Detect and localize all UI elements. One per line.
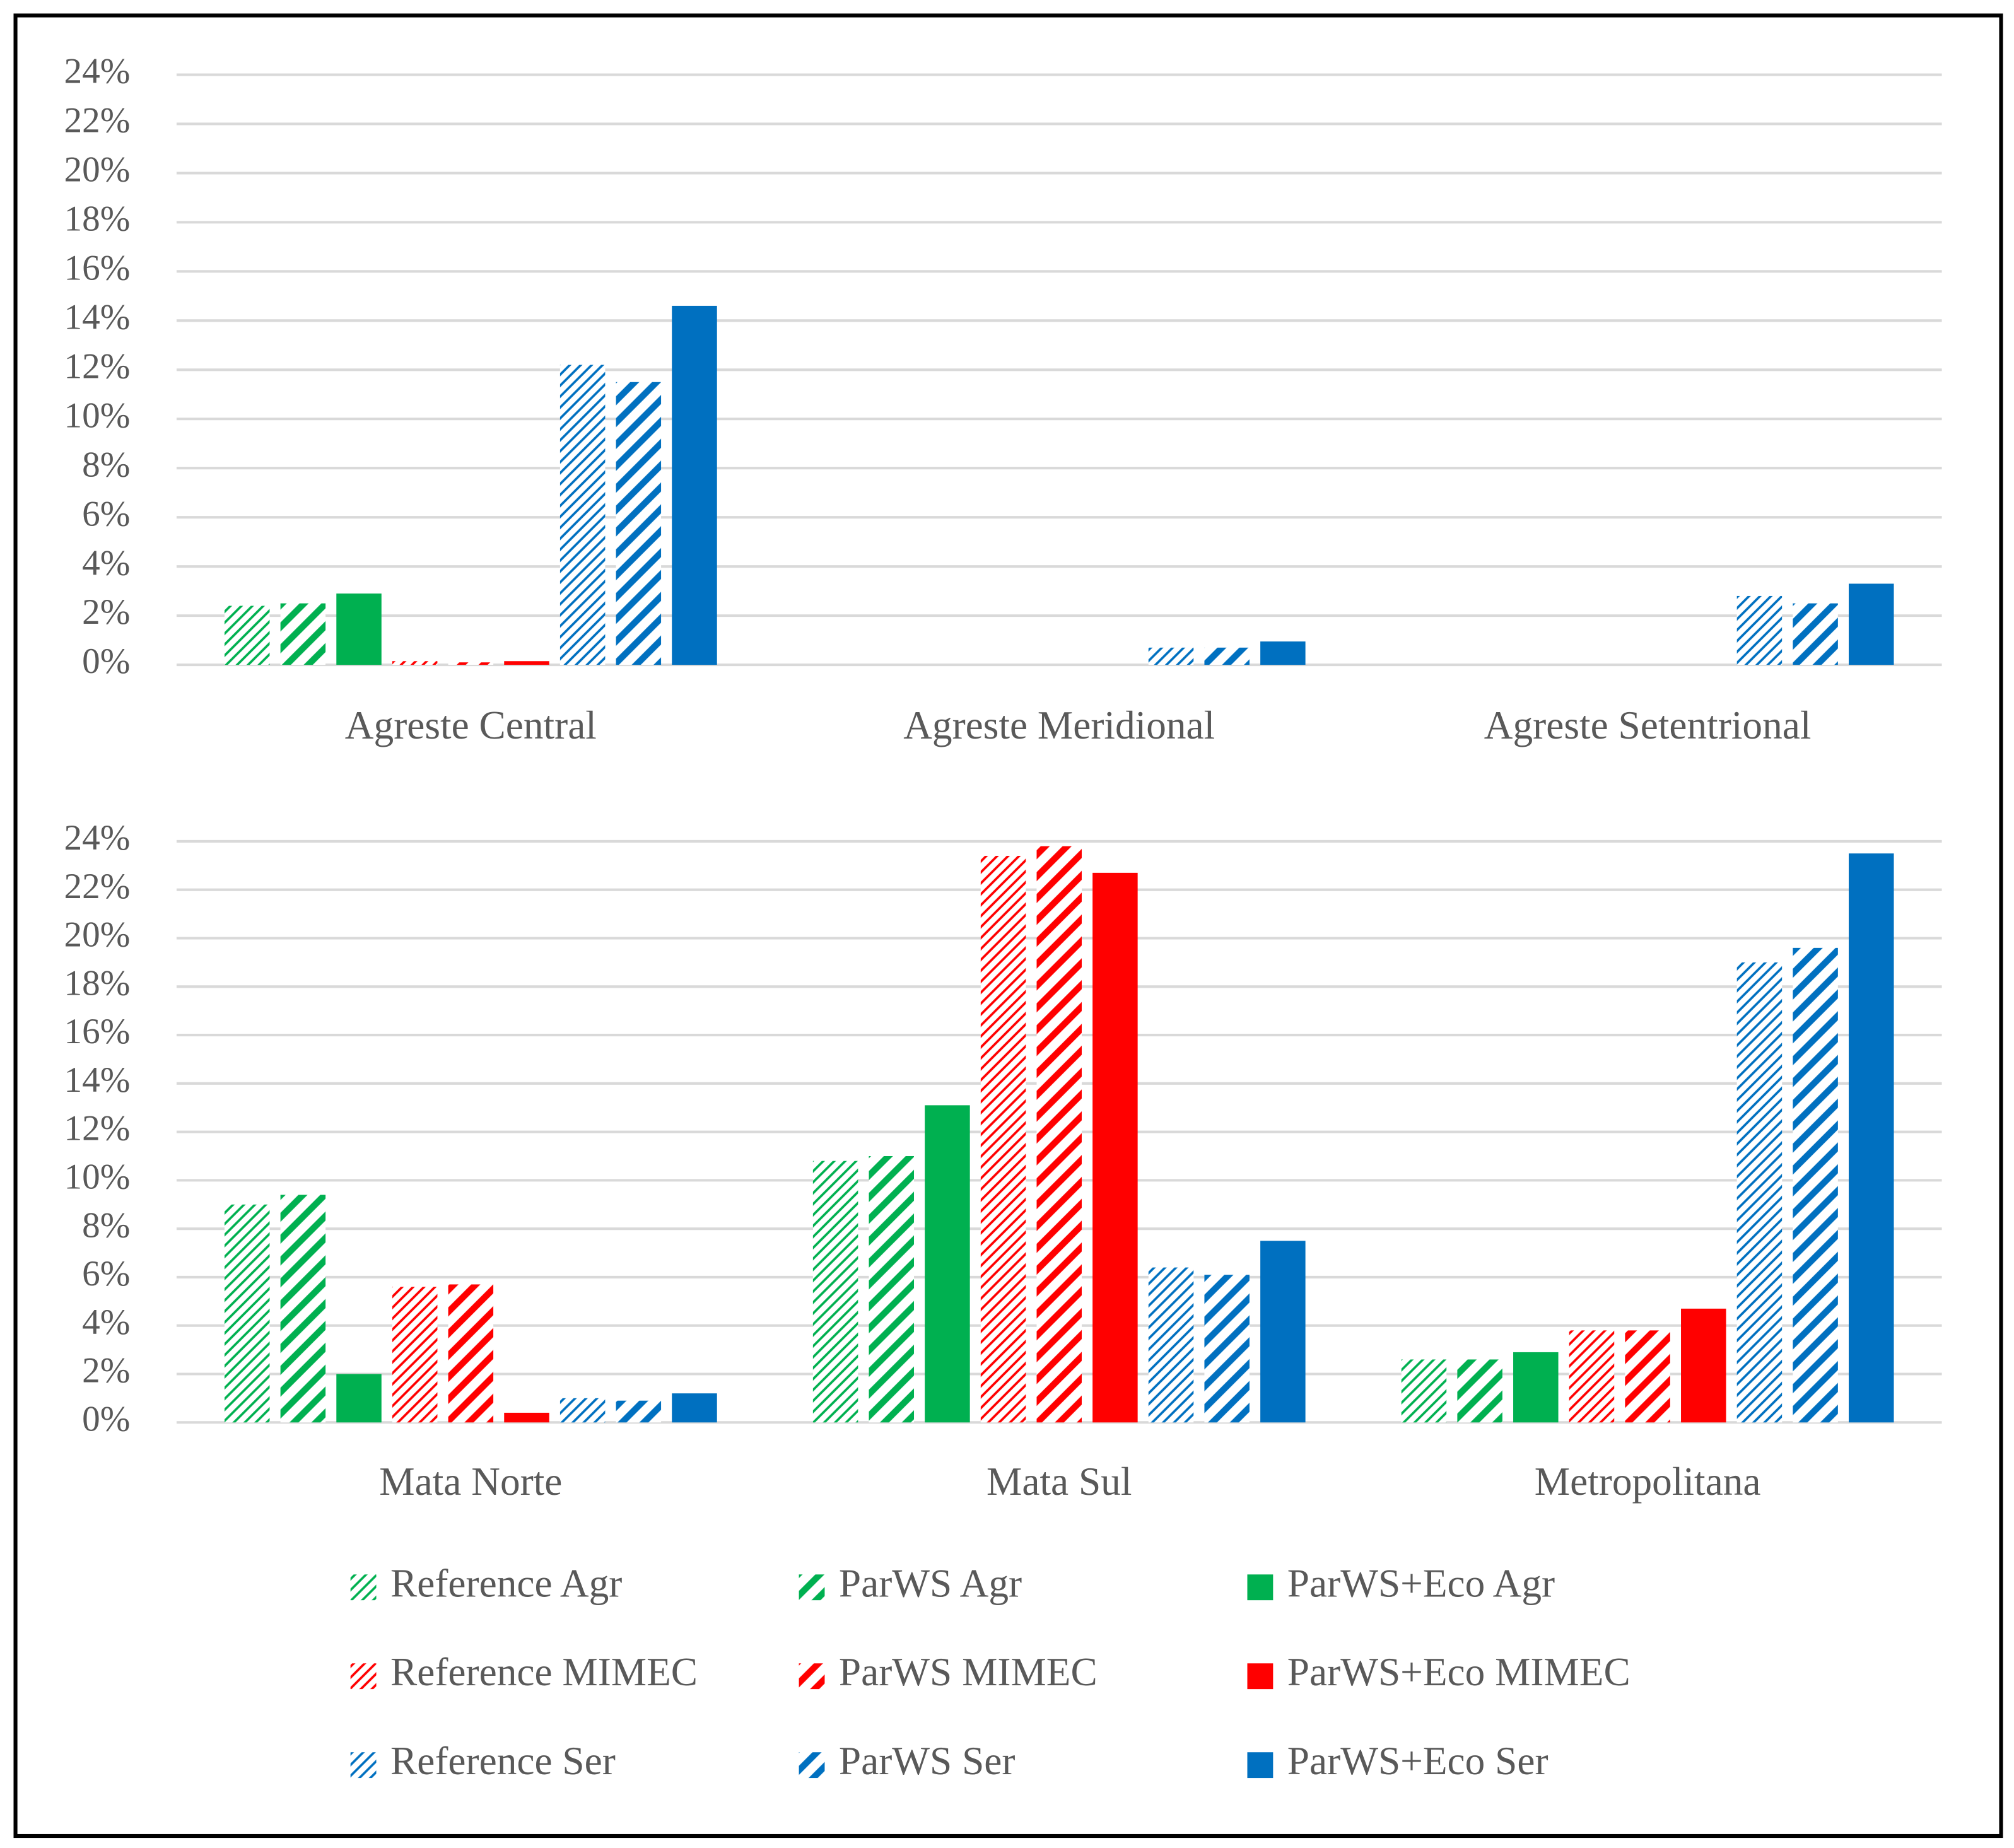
y-tick-label: 2% [82,592,130,632]
y-tick-label: 14% [64,1060,131,1100]
bar [336,594,382,665]
legend-label: ParWS MIMEC [839,1650,1098,1694]
legend-swatch [350,1663,377,1690]
bar [980,855,1026,1423]
y-tick-label: 8% [82,1205,130,1245]
x-tick-label: Metropolitana [1535,1459,1761,1504]
bar [1092,872,1138,1423]
bar [672,1393,717,1423]
y-tick-label: 0% [82,1399,130,1439]
y-tick-label: 18% [64,963,131,1003]
legend-swatch [799,1574,825,1601]
x-tick-label: Agreste Setentrional [1484,703,1812,747]
legend-label: Reference Agr [390,1561,622,1605]
legend-label: Reference MIMEC [390,1650,698,1694]
bar [280,1195,326,1423]
y-tick-label: 4% [82,1302,130,1342]
legend-swatch [1247,1574,1273,1601]
bar [1793,947,1838,1423]
legend-label: ParWS+Eco MIMEC [1287,1650,1631,1694]
bar [1204,1275,1250,1423]
y-tick-label: 20% [64,915,131,955]
legend-swatch [799,1752,825,1779]
legend-label: Reference Ser [390,1739,616,1783]
y-tick-label: 4% [82,543,130,583]
y-tick-label: 10% [64,395,131,435]
legend-label: ParWS+Eco Ser [1287,1739,1549,1783]
bar [392,1287,438,1423]
y-tick-label: 12% [64,1109,131,1149]
bar [616,1400,662,1423]
bar [1036,846,1082,1423]
y-tick-label: 6% [82,494,130,534]
x-tick-label: Agreste Meridional [903,703,1215,747]
x-tick-label: Mata Norte [379,1459,562,1504]
y-tick-label: 0% [82,641,130,681]
legend-swatch [1247,1663,1273,1690]
bar [672,305,717,665]
y-tick-label: 18% [64,199,131,239]
bar [1848,583,1894,665]
y-tick-label: 22% [64,867,131,906]
x-tick-label: Agreste Central [345,703,597,747]
y-tick-label: 22% [64,101,131,141]
bar [1457,1359,1502,1423]
y-tick-label: 2% [82,1351,130,1391]
bar [925,1105,970,1423]
legend-swatch [350,1752,377,1779]
bar [812,1161,858,1423]
bar [616,382,662,665]
legend-label: ParWS+Eco Agr [1287,1561,1555,1605]
bar [504,661,549,665]
bar [336,1374,382,1423]
bar [448,1284,494,1423]
bar [1204,647,1250,665]
bar [1513,1352,1559,1423]
bar [224,605,270,665]
y-tick-label: 16% [64,248,131,288]
bar [1625,1330,1670,1423]
bar [504,1412,549,1423]
bar [559,1398,606,1423]
y-tick-label: 24% [64,52,131,91]
bar [1736,595,1783,665]
y-tick-label: 16% [64,1012,131,1051]
legend-label: ParWS Agr [839,1561,1022,1605]
bar [1681,1308,1726,1423]
bar [1148,647,1194,665]
bar [1260,1241,1306,1423]
y-tick-label: 14% [64,297,131,337]
y-tick-label: 8% [82,445,130,484]
bar [1260,641,1306,665]
legend-swatch [1247,1752,1273,1779]
bar [280,603,326,665]
y-tick-label: 10% [64,1157,131,1197]
bar [1401,1359,1447,1423]
bar [392,661,438,665]
y-tick-label: 20% [64,150,131,190]
x-tick-label: Mata Sul [987,1459,1132,1504]
bar [869,1155,915,1423]
bar [448,662,494,665]
bar [1569,1330,1615,1423]
y-tick-label: 12% [64,346,131,386]
bar [1793,603,1838,665]
legend-swatch [350,1574,377,1601]
bar [1148,1267,1194,1423]
y-tick-label: 24% [64,818,131,858]
y-tick-label: 6% [82,1254,130,1294]
bar [224,1204,270,1423]
bar [559,365,606,665]
bar [1848,853,1894,1423]
legend-label: ParWS Ser [839,1739,1016,1783]
legend-swatch [799,1663,825,1690]
bar [1736,962,1783,1423]
